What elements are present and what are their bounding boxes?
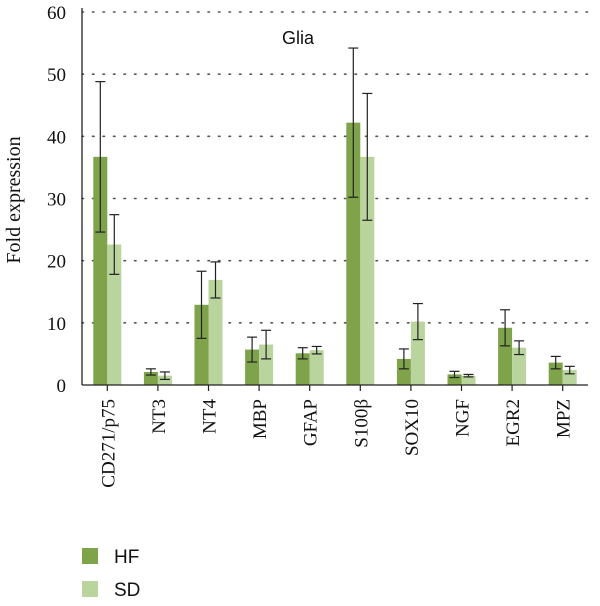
y-tick-label: 60 <box>47 3 66 24</box>
x-tick-label: SOX10 <box>402 399 423 456</box>
error-bar-hf <box>348 47 359 198</box>
x-tick-label: NGF <box>453 399 474 437</box>
error-bar-hf <box>297 347 308 360</box>
x-tick-label: GFAP <box>301 399 322 446</box>
bar-sd <box>360 156 375 385</box>
bar-sd <box>309 350 324 385</box>
bars <box>93 47 577 385</box>
bar-sd <box>208 279 223 385</box>
x-tick-label: EGR2 <box>503 399 524 447</box>
bar-sd <box>157 375 172 385</box>
error-bar-sd <box>362 92 373 221</box>
bar-hf <box>194 304 209 385</box>
error-bar-hf <box>95 81 106 233</box>
bar-sd <box>512 347 527 385</box>
bar-hf <box>93 156 108 385</box>
error-bar-sd <box>463 373 474 378</box>
error-bar-hf <box>196 270 207 339</box>
legend-swatch-hf <box>82 548 98 564</box>
error-bar-sd <box>261 329 272 360</box>
error-bar-sd <box>412 302 423 341</box>
bar-hf <box>295 353 310 385</box>
error-bar-sd <box>210 261 221 299</box>
bar-sd <box>107 244 122 385</box>
x-tick-label: NT3 <box>149 399 170 434</box>
error-bar-hf <box>398 348 409 370</box>
y-tick-label: 0 <box>57 376 67 397</box>
error-bar-hf <box>500 309 511 347</box>
bar-hf <box>548 362 563 385</box>
error-bar-sd <box>109 214 120 275</box>
labels: 0 10 20 30 40 50 60 CD271/p75 NT3 NT4 MBP GFAP S100β… <box>47 3 575 488</box>
chart-annotation: Glia <box>282 28 315 48</box>
error-bar-sd <box>514 340 525 356</box>
bar-hf <box>396 358 411 385</box>
legend-label-hf: HF <box>114 547 139 568</box>
bar-sd <box>259 344 274 385</box>
error-bar-sd <box>311 345 322 355</box>
x-tick-label: S100β <box>351 399 372 448</box>
bar-hf <box>498 327 513 385</box>
error-bar-sd <box>159 371 170 381</box>
y-tick-label: 40 <box>47 127 66 148</box>
bar-hf <box>447 374 462 385</box>
error-bar-hf <box>550 355 561 370</box>
error-bar-hf <box>145 368 156 376</box>
bar-sd <box>410 321 425 385</box>
y-tick-label: 50 <box>47 65 66 86</box>
x-tick-label: CD271/p75 <box>98 399 119 488</box>
axes <box>81 8 588 391</box>
x-tick-label: MBP <box>250 399 271 439</box>
x-tick-label: NT4 <box>200 399 221 434</box>
bar-hf <box>346 122 361 385</box>
x-tick-label: MPZ <box>554 399 575 438</box>
legend: HF SD <box>82 547 140 601</box>
error-bar-sd <box>564 365 575 375</box>
y-axis-title: Fold expression <box>3 136 25 263</box>
grid-lines <box>81 11 589 324</box>
error-bar-hf <box>247 336 258 363</box>
legend-swatch-sd <box>82 581 98 597</box>
y-tick-label: 10 <box>47 314 66 335</box>
legend-label-sd: SD <box>114 580 140 601</box>
error-bar-hf <box>449 370 460 379</box>
bar-hf <box>245 349 260 385</box>
y-tick-label: 20 <box>47 252 66 273</box>
bar-sd <box>461 375 476 385</box>
y-tick-label: 30 <box>47 190 66 211</box>
